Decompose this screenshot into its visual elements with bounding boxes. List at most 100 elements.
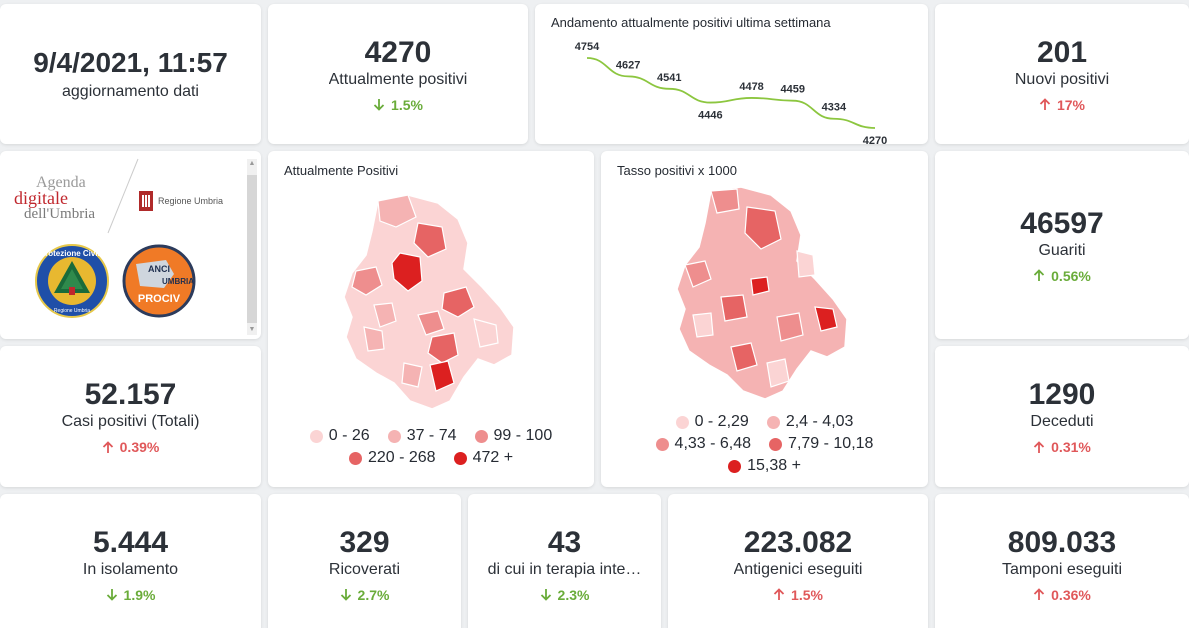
scroll-down-icon[interactable]: ▼ <box>248 326 256 333</box>
trend-line <box>586 57 876 129</box>
casi-totali-change: 0.39% <box>102 439 160 455</box>
ricoverati-change: 2.7% <box>340 587 389 603</box>
casi-totali-label: Casi positivi (Totali) <box>61 413 200 430</box>
guariti-card: 46597 Guariti 0.56% <box>935 151 1189 339</box>
trend-data-label: 4754 <box>575 41 600 53</box>
legend-dot <box>769 437 783 451</box>
terapia-intensiva-change-value: 2.3% <box>557 586 590 603</box>
trend-data-label: 4459 <box>780 84 804 96</box>
map2-legend-item-2: 4,33 - 6,48 <box>655 435 751 453</box>
arrow-up-icon <box>1034 588 1045 600</box>
trend-title: Andamento attualmente positivi ultima se… <box>551 15 831 30</box>
map2-legend-item-0: 0 - 2,29 <box>675 413 749 431</box>
legend-dot <box>453 451 467 465</box>
tamponi-card: 809.033 Tamponi eseguiti 0.36% <box>935 494 1189 628</box>
tamponi-value: 809.033 <box>1007 525 1117 559</box>
arrow-down-icon <box>540 589 551 601</box>
deceduti-card: 1290 Deceduti 0.31% <box>935 346 1189 487</box>
trend-data-label: 4446 <box>698 110 722 122</box>
map2-legend-item-4: 15,38 + <box>728 457 801 475</box>
deceduti-change: 0.31% <box>1033 439 1091 455</box>
scrollbar-thumb[interactable] <box>247 175 257 323</box>
svg-text:Regione Umbria: Regione Umbria <box>54 308 90 314</box>
legend-dot <box>309 429 323 443</box>
legend-dot <box>348 451 362 465</box>
anci-prociv-logo: ANCI UMBRIA PROCIV <box>122 244 196 318</box>
svg-text:Protezione Civile: Protezione Civile <box>40 249 105 258</box>
terapia-intensiva-change: 2.3% <box>540 586 590 603</box>
attualmente-positivi-value: 4270 <box>364 35 432 69</box>
antigenici-change-value: 1.5% <box>791 586 823 603</box>
ricoverati-card: 329 Ricoverati 2.7% <box>268 494 461 628</box>
antigenici-value: 223.082 <box>743 525 853 559</box>
protezione-civile-logo: Protezione Civile Regione Umbria <box>35 244 109 318</box>
map2-legend-item-1: 2,4 - 4,03 <box>766 413 853 431</box>
isolamento-change-value: 1.9% <box>123 586 156 603</box>
map2-legend: 0 - 2,29 2,4 - 4,03 4,33 - 6,48 7,79 - 1… <box>601 413 928 479</box>
update-card: 9/4/2021, 11:57 aggiornamento dati <box>0 4 261 144</box>
terapia-intensiva-card: 43 di cui in terapia inte… 2.3% <box>468 494 661 628</box>
arrow-down-icon <box>340 589 351 601</box>
divider-line <box>107 158 139 234</box>
map1-legend: 0 - 26 37 - 74 99 - 100 220 - 268 472 + <box>268 427 594 471</box>
trend-data-label: 4627 <box>616 59 640 71</box>
update-label: aggiornamento dati <box>62 83 199 100</box>
map2-legend-item-3: 7,79 - 10,18 <box>769 435 873 453</box>
trend-data-label: 4478 <box>739 81 763 93</box>
map1-title: Attualmente Positivi <box>284 163 399 178</box>
map1-legend-item-3: 220 - 268 <box>348 449 436 467</box>
casi-totali-value: 52.157 <box>84 378 177 411</box>
map1-legend-item-0: 0 - 26 <box>309 427 370 445</box>
deceduti-value: 1290 <box>1028 378 1096 411</box>
antigenici-change: 1.5% <box>773 587 823 603</box>
svg-text:UMBRIA: UMBRIA <box>162 277 194 286</box>
attualmente-positivi-change-value: 1.5% <box>391 96 423 113</box>
legend-dot <box>728 459 742 473</box>
deceduti-change-value: 0.31% <box>1051 439 1091 455</box>
regione-umbria-logo: Regione Umbria <box>138 189 223 213</box>
guariti-change-value: 0.56% <box>1051 267 1091 284</box>
casi-totali-card: 52.157 Casi positivi (Totali) 0.39% <box>0 346 261 487</box>
isolamento-value: 5.444 <box>92 525 169 559</box>
map-tasso-positivi-card: Tasso positivi x 1000 0 - 2,29 2,4 - 4,0… <box>601 151 928 487</box>
tamponi-change-value: 0.36% <box>1051 586 1091 603</box>
logos-scrollbar[interactable]: ▲ ▼ <box>247 159 257 335</box>
legend-dot <box>655 437 669 451</box>
arrow-up-icon <box>1039 98 1051 110</box>
attualmente-positivi-card: 4270 Attualmente positivi 1.5% <box>268 4 528 144</box>
antigenici-label: Antigenici eseguiti <box>733 560 863 578</box>
guariti-change: 0.56% <box>1033 268 1091 284</box>
tamponi-label: Tamponi eseguiti <box>1001 560 1123 578</box>
update-datetime: 9/4/2021, 11:57 <box>33 47 228 78</box>
nuovi-positivi-value: 201 <box>1036 35 1088 69</box>
ricoverati-value: 329 <box>339 525 390 559</box>
isolamento-label: In isolamento <box>82 560 179 578</box>
trend-data-label: 4334 <box>822 102 847 114</box>
map2-title: Tasso positivi x 1000 <box>617 163 737 178</box>
trend-data-label: 4541 <box>657 72 681 84</box>
arrow-up-icon <box>102 440 113 453</box>
ricoverati-label: Ricoverati <box>328 560 401 578</box>
casi-totali-change-value: 0.39% <box>119 439 160 455</box>
legend-dot <box>474 429 488 443</box>
arrow-up-icon <box>1034 269 1045 281</box>
agenda-digitale-logo: Agenda digitale dell'Umbria <box>14 174 96 223</box>
trend-chart: 4754 4627 4541 4446 4478 4459 4334 4270 <box>575 41 887 144</box>
legend-dot <box>387 429 401 443</box>
arrow-down-icon <box>106 589 117 601</box>
deceduti-label: Deceduti <box>1030 413 1094 430</box>
legend-dot <box>766 415 780 429</box>
trend-data-label: 4270 <box>863 135 887 144</box>
scroll-up-icon[interactable]: ▲ <box>248 160 256 167</box>
legend-dot <box>675 415 689 429</box>
nuovi-positivi-change-value: 17% <box>1056 96 1086 113</box>
map-attualmente-positivi-card: Attualmente Positivi 0 - 26 37 - 74 99 -… <box>268 151 594 487</box>
guariti-label: Guariti <box>1038 241 1086 259</box>
arrow-up-icon <box>773 588 785 600</box>
trend-card: Andamento attualmente positivi ultima se… <box>535 4 928 144</box>
map1-legend-item-1: 37 - 74 <box>387 427 457 445</box>
arrow-down-icon <box>373 99 385 111</box>
nuovi-positivi-card: 201 Nuovi positivi 17% <box>935 4 1189 144</box>
attualmente-positivi-change: 1.5% <box>373 97 423 113</box>
isolamento-change: 1.9% <box>106 586 156 603</box>
